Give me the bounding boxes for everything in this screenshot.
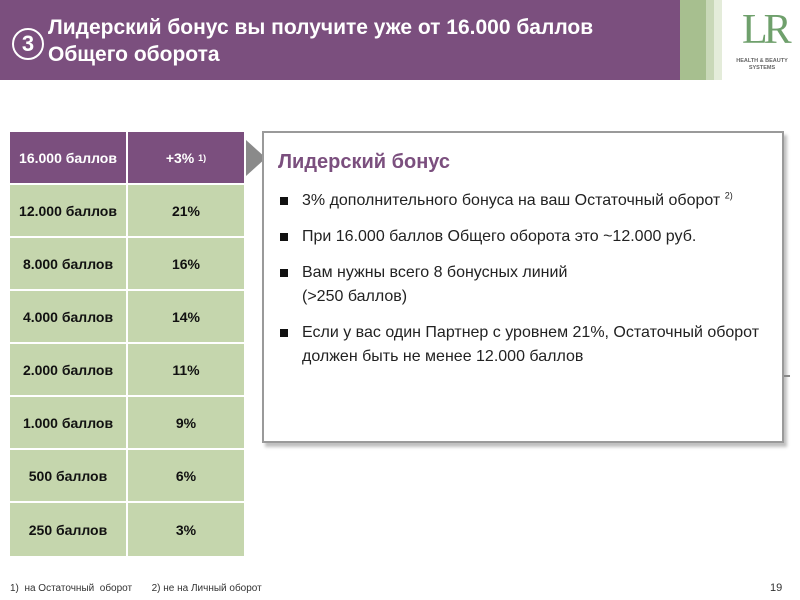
footnote-ref: 2) bbox=[724, 190, 733, 201]
logo-area bbox=[722, 0, 800, 80]
bonus-cell: 9% bbox=[175, 414, 197, 431]
header-stripe bbox=[706, 0, 714, 80]
slide-title: Лидерский бонус вы получите уже от 16.00… bbox=[48, 14, 593, 68]
list-item: 3% дополнительного бонуса на ваш Остаточ… bbox=[278, 189, 772, 213]
bonus-cell: 11% bbox=[172, 361, 200, 378]
table-row: 12.000 баллов 21% bbox=[10, 185, 244, 238]
table-row: 1.000 баллов 9% bbox=[10, 397, 244, 450]
logo-subtitle-line-2: SYSTEMS bbox=[748, 65, 776, 71]
bullet-list: 3% дополнительного бонуса на ваш Остаточ… bbox=[278, 189, 772, 381]
divider bbox=[784, 375, 790, 377]
points-cell: 250 баллов bbox=[10, 503, 128, 556]
table-row: 16.000 баллов +3% 1) bbox=[10, 132, 244, 185]
header-stripe bbox=[680, 0, 706, 80]
footnotes: 1) на Остаточный оборот 2) не на Личный … bbox=[10, 583, 262, 594]
list-item: При 16.000 баллов Общего оборота это ~12… bbox=[278, 225, 772, 249]
list-item: Если у вас один Партнер с уровнем 21%, О… bbox=[278, 321, 772, 369]
square-bullet-icon bbox=[280, 197, 288, 205]
lr-logo: LR bbox=[742, 7, 792, 53]
bonus-cell: 14% bbox=[171, 308, 201, 325]
points-cell: 1.000 баллов bbox=[10, 397, 128, 448]
points-cell: 8.000 баллов bbox=[10, 238, 128, 289]
table-row: 4.000 баллов 14% bbox=[10, 291, 244, 344]
list-item: Вам нужны всего 8 бонусных линий (>250 б… bbox=[278, 261, 772, 309]
points-cell: 4.000 баллов bbox=[10, 291, 128, 342]
step-number-badge: 3 bbox=[12, 28, 44, 60]
bonus-cell: 6% bbox=[175, 467, 197, 484]
page-number: 19 bbox=[770, 582, 783, 594]
box-heading: Лидерский бонус bbox=[278, 151, 451, 173]
arrow-right-icon bbox=[246, 140, 266, 176]
bullet-text: При 16.000 баллов Общего оборота это ~12… bbox=[302, 228, 697, 245]
bonus-value: +3% bbox=[165, 149, 195, 166]
header-stripe bbox=[714, 0, 722, 80]
points-cell: 12.000 баллов bbox=[10, 185, 128, 236]
table-row: 250 баллов 3% bbox=[10, 503, 244, 556]
square-bullet-icon bbox=[280, 269, 288, 277]
square-bullet-icon bbox=[280, 329, 288, 337]
table-row: 2.000 баллов 11% bbox=[10, 344, 244, 397]
bonus-cell: 21% bbox=[171, 202, 201, 219]
footnote-1: 1) на Остаточный оборот bbox=[10, 583, 133, 594]
bonus-table: 16.000 баллов +3% 1) 12.000 баллов 21% 8… bbox=[10, 132, 244, 556]
table-row: 500 баллов 6% bbox=[10, 450, 244, 503]
square-bullet-icon bbox=[280, 233, 288, 241]
bonus-cell: 16% bbox=[171, 255, 201, 272]
logo-subtitle: HEALTH & BEAUTY SYSTEMS bbox=[724, 58, 800, 72]
slide-header: 3 Лидерский бонус вы получите уже от 16.… bbox=[0, 0, 680, 80]
bullet-text-line-2: (>250 баллов) bbox=[302, 288, 408, 305]
bonus-cell: 3% bbox=[175, 521, 197, 538]
bullet-text: Если у вас один Партнер с уровнем 21%, О… bbox=[302, 324, 760, 365]
bullet-text: Вам нужны всего 8 бонусных линий bbox=[302, 264, 568, 281]
points-cell: 2.000 баллов bbox=[10, 344, 128, 395]
points-cell: 500 баллов bbox=[10, 450, 128, 501]
title-line-2: Общего оборота bbox=[48, 43, 220, 66]
footnote-2: 2) не на Личный оборот bbox=[151, 583, 262, 594]
bullet-text: 3% дополнительного бонуса на ваш Остаточ… bbox=[302, 192, 721, 209]
points-cell: 16.000 баллов bbox=[10, 132, 128, 183]
table-row: 8.000 баллов 16% bbox=[10, 238, 244, 291]
bonus-cell: +3% 1) bbox=[165, 149, 207, 166]
leader-bonus-box: Лидерский бонус 3% дополнительного бонус… bbox=[262, 131, 784, 443]
logo-subtitle-line-1: HEALTH & BEAUTY bbox=[736, 58, 788, 64]
title-line-1: Лидерский бонус вы получите уже от 16.00… bbox=[48, 16, 594, 39]
